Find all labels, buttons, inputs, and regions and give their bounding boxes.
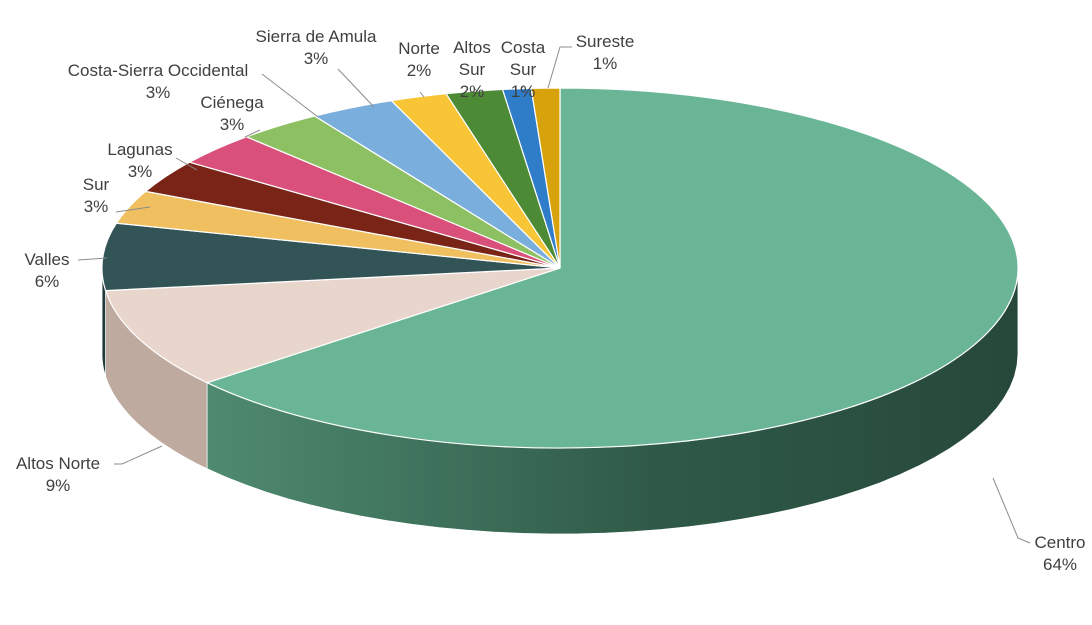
leader-line-lagunas	[175, 157, 198, 171]
leader-line-norte	[419, 91, 425, 98]
leader-line-ci-nega	[244, 129, 261, 138]
slice-value-label-sur: 3%	[84, 197, 109, 216]
leader-line-sierra-de-amula	[337, 68, 375, 108]
slice-value-label-ci-nega: 3%	[220, 115, 245, 134]
slice-value-label-altos-norte: 9%	[46, 476, 71, 495]
pie-slice-altos-norte	[104, 267, 561, 384]
leader-line-altos-sur	[473, 87, 478, 92]
slice-value-label-centro: 64%	[1043, 555, 1077, 574]
leader-line-sureste	[547, 46, 572, 89]
slice-value-label-sierra-de-amula: 3%	[304, 49, 329, 68]
slice-name-label-valles: Valles	[24, 250, 69, 269]
slice-value-label-costa-sierra-occidental: 3%	[146, 83, 171, 102]
slice-value-label-lagunas: 3%	[128, 162, 153, 181]
slice-name-label-sur: Sur	[83, 175, 110, 194]
slice-name-label-altos-sur: Sur	[459, 60, 486, 79]
slice-value-label-valles: 6%	[35, 272, 60, 291]
leader-lines	[77, 46, 1031, 544]
slice-name-label-costa-sierra-occidental: Costa-Sierra Occidental	[68, 61, 248, 80]
pie-slice-sureste	[530, 87, 561, 269]
leader-line-altos-norte	[114, 445, 163, 465]
pie-slices	[101, 87, 1019, 449]
slice-name-label-sureste: Sureste	[576, 32, 635, 51]
slice-value-label-altos-sur: 2%	[460, 82, 485, 101]
slice-name-label-altos-norte: Altos Norte	[16, 454, 100, 473]
slice-name-label-costa-sur: Sur	[510, 60, 537, 79]
slice-name-label-costa-sur: Costa	[501, 38, 546, 57]
slice-labels: Centro 64% Altos Norte 9% Valles 6% Sur 3% Lagun…	[16, 27, 1086, 574]
pie-slice-centro	[205, 87, 1019, 449]
leader-line-valles	[77, 257, 108, 261]
leader-line-sur	[115, 206, 151, 213]
pie-slice-valles	[101, 222, 561, 292]
slice-name-label-altos-sur: Altos	[453, 38, 491, 57]
slice-name-label-ci-nega: Ciénega	[200, 93, 264, 112]
slice-name-label-norte: Norte	[398, 39, 440, 58]
leader-line-costa-sierra-occidental	[261, 73, 319, 118]
leader-line-centro	[992, 477, 1031, 544]
slice-value-label-costa-sur: 1%	[511, 82, 536, 101]
slice-name-label-centro: Centro	[1034, 533, 1085, 552]
slice-name-label-sierra-de-amula: Sierra de Amula	[256, 27, 377, 46]
slice-value-label-sureste: 1%	[593, 54, 618, 73]
slice-value-label-norte: 2%	[407, 61, 432, 80]
leader-line-costa-sur	[520, 85, 525, 90]
slice-name-label-lagunas: Lagunas	[107, 140, 172, 159]
